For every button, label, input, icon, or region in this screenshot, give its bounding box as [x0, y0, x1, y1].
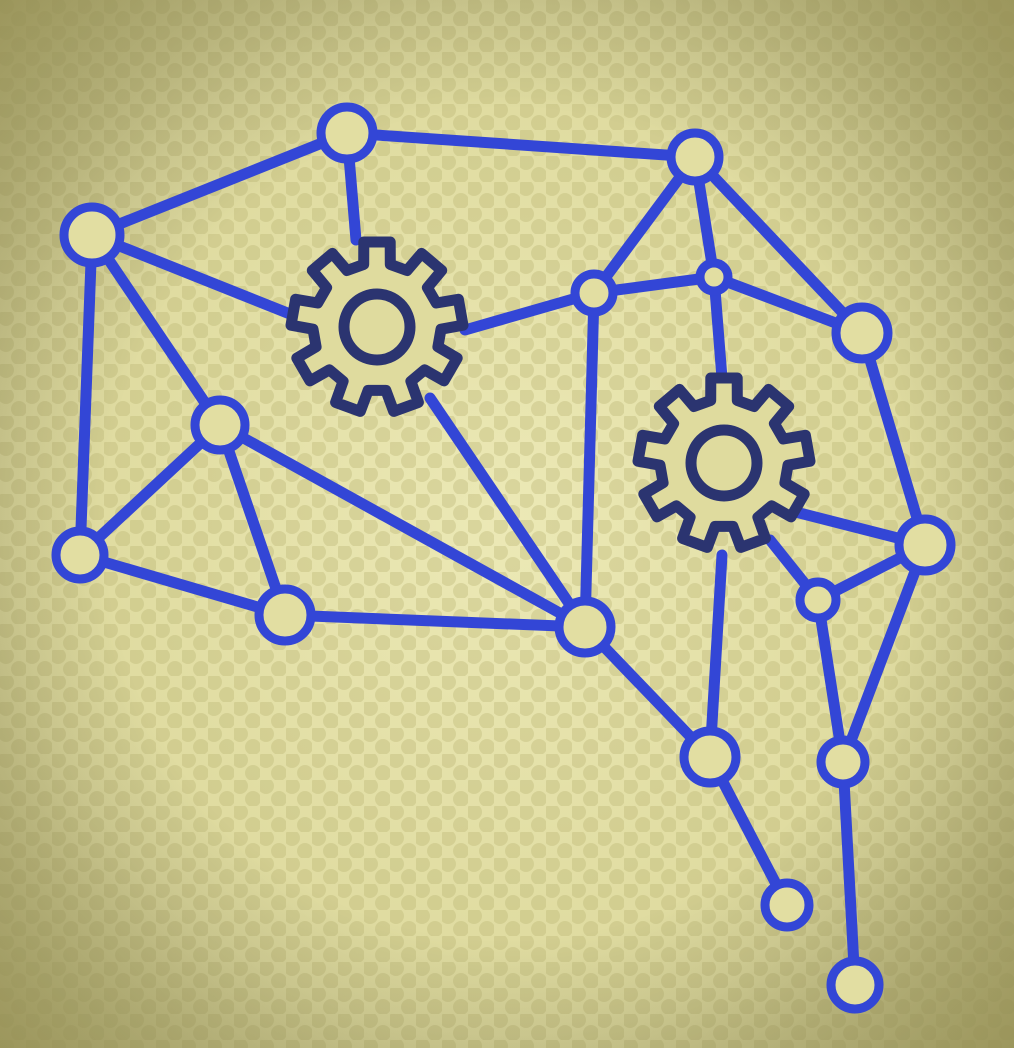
node	[316, 102, 378, 164]
edge	[86, 127, 353, 241]
node	[831, 302, 893, 364]
node	[795, 577, 841, 623]
node	[570, 269, 618, 317]
node	[554, 596, 616, 658]
gear-hole	[338, 288, 416, 366]
edge	[74, 229, 98, 561]
gear-body	[632, 372, 816, 553]
edge	[86, 229, 226, 431]
edge	[341, 127, 701, 163]
node	[190, 395, 250, 455]
node	[894, 514, 956, 576]
edge	[424, 392, 591, 633]
edge	[74, 419, 226, 561]
node	[826, 956, 884, 1014]
gear-icon	[285, 236, 469, 417]
edge	[86, 229, 306, 324]
edge	[579, 287, 600, 633]
edge	[837, 539, 931, 768]
edge	[837, 756, 861, 991]
gear-body	[285, 236, 469, 417]
edge	[812, 594, 849, 768]
edge	[689, 151, 868, 339]
edge	[214, 419, 291, 621]
network-nodes	[51, 102, 956, 1014]
edge	[279, 609, 591, 633]
gear-hole	[685, 424, 763, 502]
gear-icon	[632, 372, 816, 553]
edge	[214, 419, 591, 633]
edge	[704, 549, 728, 763]
node	[59, 202, 125, 268]
edge	[856, 327, 931, 551]
node	[51, 526, 109, 584]
edge	[74, 549, 291, 621]
node	[760, 878, 814, 932]
node	[695, 258, 733, 296]
node	[254, 584, 316, 646]
node	[816, 735, 870, 789]
node	[666, 128, 724, 186]
node	[679, 726, 741, 788]
